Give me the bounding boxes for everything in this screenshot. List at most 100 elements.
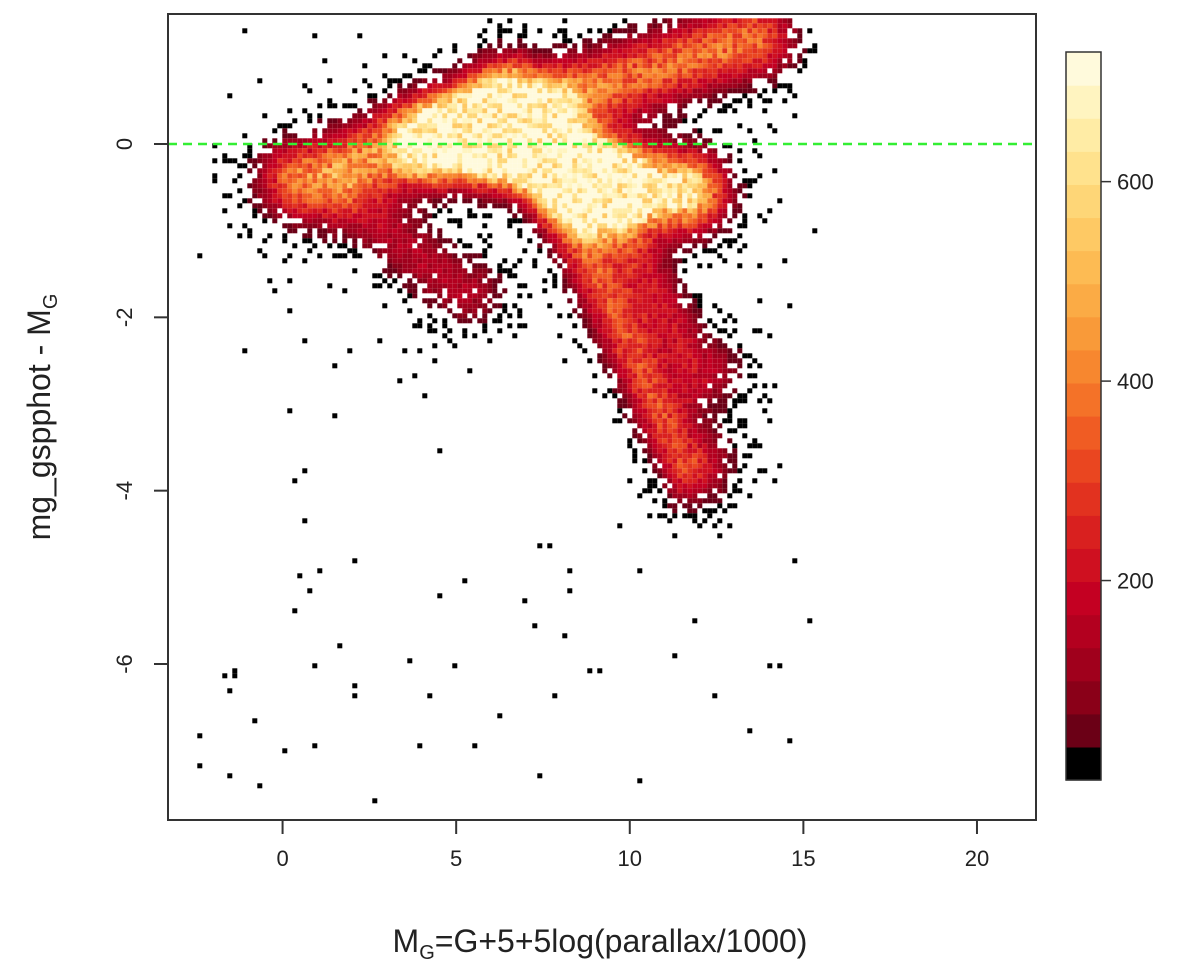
heatmap-cell <box>757 153 763 159</box>
heatmap-cell <box>497 313 503 319</box>
heatmap-cell <box>317 163 323 169</box>
heatmap-cell <box>587 48 593 54</box>
heatmap-cell <box>602 353 608 359</box>
heatmap-cell <box>677 453 683 459</box>
heatmap-cell <box>677 88 683 94</box>
heatmap-cell <box>392 238 398 244</box>
heatmap-cell <box>592 83 598 89</box>
heatmap-cell <box>302 178 308 184</box>
heatmap-cell <box>607 388 613 394</box>
heatmap-cell <box>662 373 668 379</box>
heatmap-cell <box>687 398 693 404</box>
heatmap-cell <box>427 188 433 194</box>
heatmap-cell <box>717 388 723 394</box>
heatmap-cell <box>537 103 543 109</box>
heatmap-cell <box>432 88 438 94</box>
heatmap-cell <box>697 233 703 239</box>
heatmap-cell <box>742 223 748 229</box>
heatmap-cell <box>682 408 688 414</box>
heatmap-cell <box>617 28 623 34</box>
heatmap-cell <box>472 88 478 94</box>
heatmap-cell <box>337 198 343 204</box>
heatmap-cell <box>272 193 278 199</box>
heatmap-cell <box>617 303 623 309</box>
heatmap-cell <box>707 418 713 424</box>
heatmap-cell <box>727 428 733 434</box>
heatmap-cell <box>507 48 513 54</box>
heatmap-cell <box>467 158 473 164</box>
heatmap-cell <box>767 48 773 54</box>
heatmap-cell <box>392 183 398 189</box>
heatmap-cell <box>597 198 603 204</box>
heatmap-cell <box>697 153 703 159</box>
heatmap-cell <box>457 73 463 79</box>
heatmap-cell <box>737 398 743 404</box>
heatmap-cell <box>547 193 553 199</box>
heatmap-cell <box>557 113 563 119</box>
heatmap-cell <box>352 238 358 244</box>
heatmap-cell <box>392 148 398 154</box>
heatmap-cell <box>692 393 698 399</box>
heatmap-cell <box>692 353 698 359</box>
heatmap-cell <box>507 128 513 134</box>
heatmap-cell <box>687 343 693 349</box>
heatmap-cell <box>632 228 638 234</box>
heatmap-cell <box>432 128 438 134</box>
heatmap-cell <box>637 143 643 149</box>
heatmap-cell <box>477 118 483 124</box>
heatmap-cell <box>287 163 293 169</box>
heatmap-cell <box>272 153 278 159</box>
heatmap-cell <box>562 103 568 109</box>
heatmap-cell <box>602 303 608 309</box>
heatmap-cell <box>652 203 658 209</box>
heatmap-cell <box>387 228 393 234</box>
heatmap-cell <box>657 183 663 189</box>
heatmap-cell <box>342 203 348 209</box>
heatmap-cell <box>657 383 663 389</box>
heatmap-cell <box>267 143 273 149</box>
heatmap-cell <box>692 328 698 334</box>
heatmap-cell <box>472 98 478 104</box>
heatmap-cell <box>467 293 473 299</box>
heatmap-cell <box>567 243 573 249</box>
heatmap-cell <box>462 63 468 69</box>
heatmap-cell <box>772 78 778 84</box>
heatmap-cell <box>477 43 483 49</box>
heatmap-cell <box>797 68 803 74</box>
heatmap-cell <box>397 248 403 254</box>
heatmap-cell <box>687 138 693 144</box>
heatmap-cell <box>712 388 718 394</box>
heatmap-cell <box>652 328 658 334</box>
heatmap-cell <box>662 348 668 354</box>
heatmap-cell <box>407 218 413 224</box>
heatmap-cell <box>737 58 743 64</box>
heatmap-cell <box>517 198 523 204</box>
heatmap-cell <box>692 518 698 524</box>
heatmap-cell <box>267 178 273 184</box>
heatmap-cell <box>277 198 283 204</box>
heatmap-cell <box>652 433 658 439</box>
heatmap-cell <box>407 283 413 289</box>
heatmap-cell <box>387 178 393 184</box>
heatmap-cell <box>717 328 723 334</box>
heatmap-cell <box>722 58 728 64</box>
heatmap-cell <box>642 68 648 74</box>
heatmap-cell <box>662 143 668 149</box>
heatmap-cell <box>392 243 398 249</box>
heatmap-cell <box>632 113 638 119</box>
heatmap-cell <box>672 403 678 409</box>
heatmap-cell <box>297 153 303 159</box>
heatmap-cell <box>427 138 433 144</box>
heatmap-cell <box>702 418 708 424</box>
heatmap-cell <box>242 223 248 229</box>
heatmap-cell <box>737 78 743 84</box>
heatmap-cell <box>427 128 433 134</box>
heatmap-cell <box>367 243 373 249</box>
heatmap-cell <box>677 98 683 104</box>
heatmap-cell <box>542 168 548 174</box>
heatmap-cell <box>682 338 688 344</box>
heatmap-cell <box>582 348 588 354</box>
heatmap-cell <box>702 368 708 374</box>
heatmap-cell <box>592 333 598 339</box>
heatmap-cell <box>597 223 603 229</box>
